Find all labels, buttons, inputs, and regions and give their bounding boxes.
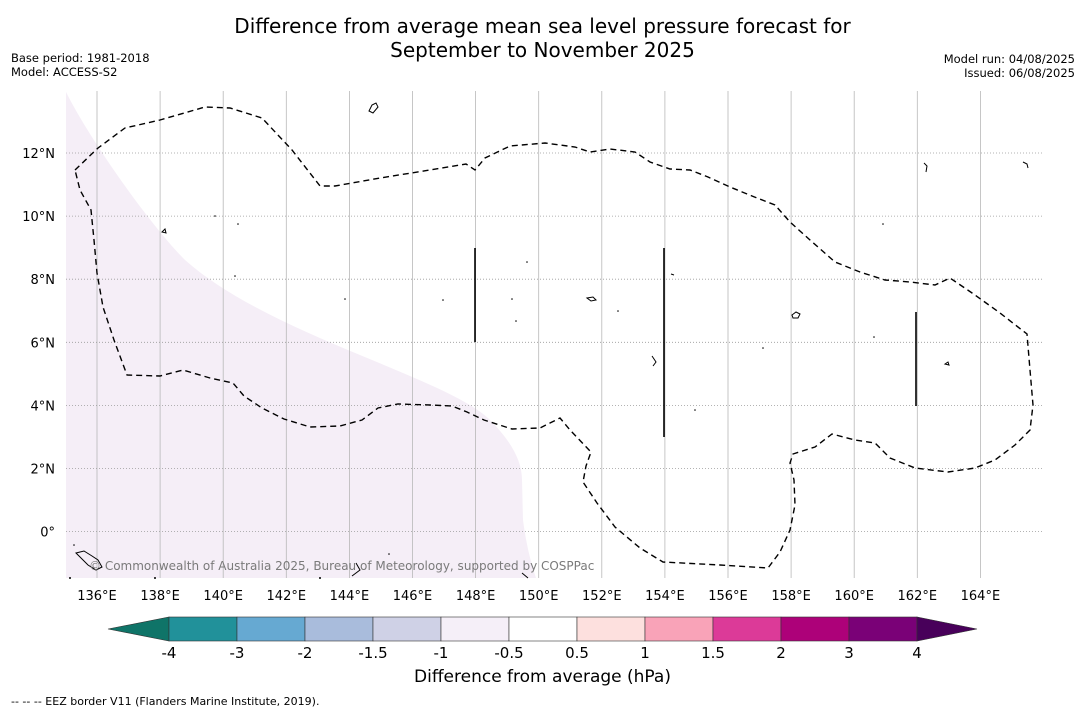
longitude-label: 162°E	[898, 589, 938, 604]
latitude-labels: 12°N 10°N 8°N 6°N 4°N 2°N 0°	[22, 147, 55, 541]
model-name: Model: ACCESS-S2	[11, 65, 118, 79]
colorbar-segment	[440, 616, 510, 642]
title-line-2: September to November 2025	[390, 38, 695, 62]
colorbar-segment	[372, 616, 442, 642]
colorbar-extend-low	[107, 616, 170, 642]
map-title: Difference from average mean sea level p…	[0, 14, 1085, 62]
longitude-labels: 136°E 138°E 140°E 142°E 144°E 146°E 148°E 150°E…	[77, 589, 1000, 604]
colorbar-label: 3	[844, 644, 854, 662]
run-info: Model run: 04/08/2025 Issued: 06/08/2025	[944, 52, 1075, 80]
colorbar-label: 0.5	[565, 644, 589, 662]
colorbar: -4 -3 -2 -1.5 -1 -0.5 0.5 1 1.5 2 3 4	[107, 616, 978, 662]
colorbar-label: -2	[298, 644, 313, 662]
colorbar-label: 1.5	[701, 644, 725, 662]
graticule	[66, 91, 1042, 578]
longitude-label: 150°E	[519, 589, 559, 604]
colorbar-label: -1	[434, 644, 449, 662]
longitude-label: 146°E	[393, 589, 433, 604]
latitude-label: 6°N	[31, 336, 56, 351]
latitude-label: 8°N	[31, 273, 56, 288]
colorbar-label: 2	[776, 644, 786, 662]
colorbar-label: 4	[912, 644, 922, 662]
latitude-label: 0°	[40, 526, 55, 541]
colorbar-extend-high	[916, 616, 978, 642]
base-period: Base period: 1981-2018	[11, 51, 150, 65]
colorbar-label: 1	[640, 644, 650, 662]
longitude-label: 138°E	[140, 589, 180, 604]
colorbar-label: -1.5	[358, 644, 387, 662]
colorbar-segment	[644, 616, 714, 642]
colorbar-label: -3	[230, 644, 245, 662]
colorbar-segment	[508, 616, 578, 642]
longitude-label: 164°E	[961, 589, 1001, 604]
longitude-label: 156°E	[708, 589, 748, 604]
colorbar-segment	[304, 616, 374, 642]
colorbar-segment	[848, 616, 918, 642]
eez-border	[74, 106, 1034, 569]
colorbar-segment	[576, 616, 646, 642]
latitude-label: 10°N	[22, 210, 55, 225]
longitude-label: 142°E	[267, 589, 307, 604]
colorbar-segment	[780, 616, 850, 642]
colorbar-label: -0.5	[494, 644, 523, 662]
copyright-text: © Commonwealth of Australia 2025, Bureau…	[89, 559, 594, 573]
latitude-label: 4°N	[31, 399, 56, 414]
longitude-label: 158°E	[771, 589, 811, 604]
title-line-1: Difference from average mean sea level p…	[234, 14, 851, 38]
colorbar-segment	[168, 616, 238, 642]
issued-date: Issued: 06/08/2025	[964, 66, 1075, 80]
model-info: Base period: 1981-2018 Model: ACCESS-S2	[11, 51, 150, 79]
longitude-label: 154°E	[645, 589, 685, 604]
colorbar-label: -4	[162, 644, 177, 662]
longitude-label: 144°E	[330, 589, 370, 604]
colorbar-segment	[236, 616, 306, 642]
colorbar-segment	[712, 616, 782, 642]
model-run-date: Model run: 04/08/2025	[943, 52, 1075, 66]
latitude-label: 2°N	[31, 463, 56, 478]
islands	[75, 102, 1029, 579]
shaded-anomaly-region	[66, 92, 536, 578]
longitude-label: 152°E	[582, 589, 622, 604]
longitude-label: 160°E	[834, 589, 874, 604]
island-dots	[69, 215, 884, 579]
longitude-label: 140°E	[203, 589, 243, 604]
eez-footnote: -- -- -- EEZ border V11 (Flanders Marine…	[11, 695, 320, 708]
colorbar-title: Difference from average (hPa)	[414, 667, 671, 687]
longitude-label: 148°E	[456, 589, 496, 604]
longitude-label: 136°E	[77, 589, 117, 604]
latitude-label: 12°N	[22, 147, 55, 162]
